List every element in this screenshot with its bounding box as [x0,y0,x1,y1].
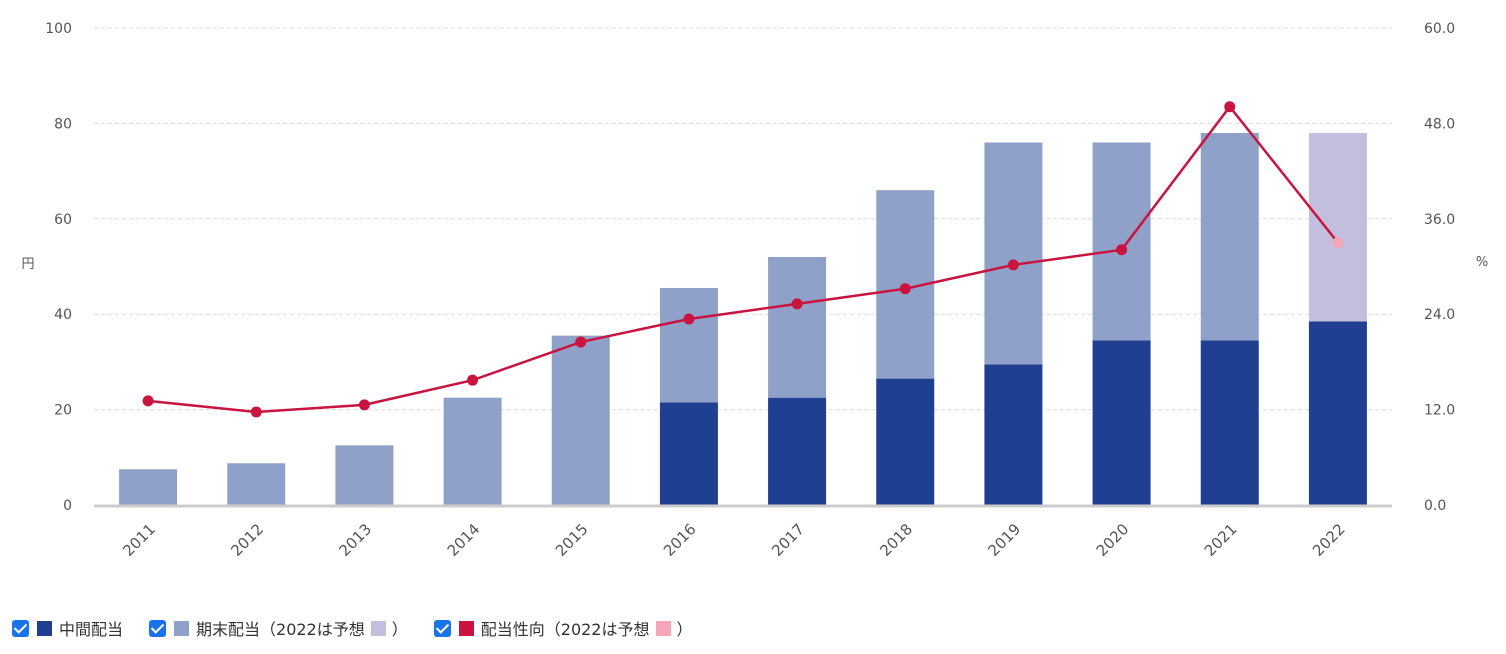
y-left-tick-label: 60 [54,212,72,228]
legend-item-payout[interactable]: 配当性向（2022は予想 ） [433,616,693,640]
payout-point-2013 [358,399,370,411]
x-tick-label: 2019 [985,520,1025,560]
bar-yearend-2015 [551,335,610,505]
bar-interim-2018 [876,378,935,505]
x-tick-label: 2017 [768,520,808,560]
checkbox-payout[interactable] [433,619,451,637]
y-right-tick-label: 0.0 [1424,498,1446,514]
payout-point-2020 [1116,244,1128,256]
legend-label-payout: 配当性向（2022は予想 [480,620,650,639]
bar-interim-2019 [984,364,1043,505]
y-right-tick-label: 36.0 [1424,212,1455,228]
bar-interim-2022 [1308,321,1367,505]
x-tick-label: 2016 [660,520,700,560]
legend-swatch-yearend [174,620,190,636]
y-right-tick-label: 48.0 [1424,116,1455,132]
payout-point-2012 [250,406,262,418]
payout-point-2014 [467,374,479,386]
x-tick-label: 2018 [876,520,916,560]
y-left-tick-label: 100 [45,21,72,37]
x-tick-label: 2012 [227,520,267,560]
legend-label-yearend-close: ） [391,620,408,639]
legend-swatch-interim [37,620,52,636]
bar-yearend-2019 [984,142,1043,365]
y-right-tick-label: 60.0 [1424,21,1455,37]
bar-yearend-2014 [443,397,502,505]
y-right-axis-label: % [1476,255,1488,270]
dividend-chart: 0 20 40 60 80 100 0.0 12.0 24.0 36.0 48.0 60.0 円 % 201… [21,21,1488,560]
legend: 中間配当 期末配当（2022は予想 ） 配当性向（2022は予想 ） [12,616,719,640]
bar-interim-2020 [1092,340,1151,505]
payout-point-2021 [1224,101,1236,113]
legend-item-yearend[interactable]: 期末配当（2022は予想 ） [149,616,408,640]
legend-swatch-payout [458,620,474,636]
y-right-tick-label: 12.0 [1424,403,1455,419]
bar-yearend-2020 [1092,142,1151,341]
y-left-tick-label: 0 [63,498,72,514]
legend-item-interim[interactable]: 中間配当 [12,616,123,640]
y-left-tick-label: 20 [54,403,72,419]
legend-swatch-yearend-forecast [370,620,386,636]
y-left-tick-label: 80 [54,116,72,132]
legend-label-interim: 中間配当 [59,620,124,639]
bar-yearend-2013 [335,445,394,505]
bar-interim-2016 [659,402,718,505]
checkbox-yearend[interactable] [149,619,167,637]
bar-yearend-2011 [119,469,178,505]
legend-swatch-payout-forecast [655,620,671,636]
payout-point-2022 [1332,237,1344,249]
payout-point-2016 [683,313,695,325]
payout-point-2018 [899,283,911,295]
bar-yearend-2016 [659,287,718,403]
bar-yearend-2021 [1200,132,1259,341]
payout-point-2017 [791,298,803,310]
x-tick-label: 2021 [1201,520,1241,560]
x-tick-label: 2015 [552,520,592,560]
x-tick-label: 2011 [119,520,159,560]
payout-point-2011 [142,395,154,407]
bar-interim-2021 [1200,340,1259,505]
legend-label-yearend: 期末配当（2022は予想 [196,620,365,639]
bar-yearend-2022 [1308,132,1367,322]
y-right-tick-label: 24.0 [1424,307,1455,323]
checkbox-interim[interactable] [12,619,29,637]
legend-label-payout-close: ） [676,620,693,639]
payout-point-2019 [1007,259,1019,271]
x-tick-label: 2020 [1093,520,1133,560]
bar-yearend-2012 [227,463,286,505]
x-tick-label: 2013 [336,520,376,560]
x-tick-label: 2014 [444,520,484,560]
x-tick-label: 2022 [1309,520,1349,560]
bar-interim-2017 [768,397,827,505]
y-left-axis-label: 円 [21,257,34,272]
payout-ratio-line [147,104,1339,414]
bar-yearend-2017 [768,256,827,398]
payout-point-2015 [575,336,587,348]
y-left-tick-label: 40 [54,307,72,323]
